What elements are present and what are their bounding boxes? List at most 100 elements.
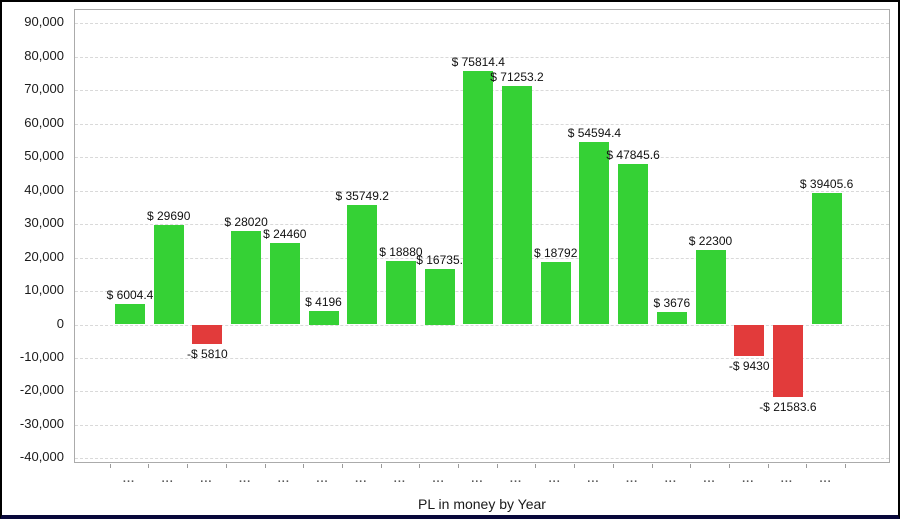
x-axis-label: ... xyxy=(239,473,252,485)
bar xyxy=(115,304,145,325)
x-axis-label: ... xyxy=(355,473,368,485)
plot-area: $ 6004.4 $ 29690 -$ 5810 $ 28020 $ 24460 $ 41… xyxy=(74,9,890,463)
y-axis-tick-label: 40,000 xyxy=(24,181,64,197)
bar-value-label: -$ 21583.6 xyxy=(759,399,817,414)
x-axis-tick xyxy=(574,464,576,468)
gridline xyxy=(75,56,889,58)
bar-value-label: $ 3676 xyxy=(653,296,691,311)
bar-value-label: $ 47845.6 xyxy=(606,148,660,163)
x-axis-label: ... xyxy=(122,473,136,485)
bar xyxy=(231,230,262,325)
bar-value-label: $ 16735. xyxy=(416,252,463,267)
x-axis-label: ... xyxy=(703,473,716,485)
x-axis-tick xyxy=(187,464,189,468)
bar xyxy=(656,312,687,325)
bar-value-label: $ 22300 xyxy=(688,233,733,248)
bar-value-label: $ 29690 xyxy=(146,209,191,224)
x-axis-tick xyxy=(303,464,305,468)
bar xyxy=(192,324,223,344)
x-axis-tick xyxy=(380,464,382,468)
x-axis-tick xyxy=(767,464,769,468)
x-axis-tick xyxy=(535,464,537,468)
bar-value-label: $ 39405.6 xyxy=(799,176,854,191)
bar-value-label: $ 18792 xyxy=(533,245,578,260)
gridline xyxy=(75,458,889,460)
x-axis-tick xyxy=(806,464,808,468)
bar xyxy=(385,261,416,325)
gridline xyxy=(75,358,889,359)
x-axis-tick xyxy=(225,464,227,468)
bar-value-label: -$ 5810 xyxy=(187,346,228,361)
x-axis-label: ... xyxy=(509,473,523,485)
bar xyxy=(695,249,726,325)
x-axis-label: ... xyxy=(471,473,484,485)
bar xyxy=(618,164,649,325)
y-axis-tick-label: 90,000 xyxy=(24,14,64,30)
x-axis-label: ... xyxy=(277,473,290,485)
x-axis-tick xyxy=(728,464,730,468)
x-axis-tick xyxy=(845,464,846,468)
x-axis-label: ... xyxy=(664,473,677,485)
bar-value-label: $ 18880 xyxy=(379,245,423,260)
y-axis-tick-label: 30,000 xyxy=(24,215,64,231)
bar-value-label: $ 35749.2 xyxy=(335,188,389,203)
bar-value-label: $ 54594.4 xyxy=(567,125,622,140)
x-axis-tick xyxy=(148,464,150,468)
x-axis-label: ... xyxy=(393,473,406,485)
x-axis-tick xyxy=(341,464,343,468)
bar xyxy=(347,204,378,325)
bar xyxy=(502,86,532,325)
y-axis-tick-label: 0 xyxy=(56,315,64,331)
y-axis-tick-label: -20,000 xyxy=(19,382,64,398)
y-axis-tick-label: 60,000 xyxy=(24,114,64,130)
x-axis-label: ... xyxy=(200,473,213,485)
x-axis-label: ... xyxy=(316,473,329,485)
x-axis-label: ... xyxy=(548,473,561,485)
y-axis-tick-label: 80,000 xyxy=(24,47,64,63)
y-axis-tick-label: -40,000 xyxy=(19,449,64,465)
chart-title: PL in money by Year xyxy=(418,496,546,512)
y-axis-tick-label: -30,000 xyxy=(19,415,64,431)
bar-value-label: $ 28020 xyxy=(224,214,268,229)
bar xyxy=(772,324,803,397)
bar xyxy=(424,268,455,325)
x-axis-tick xyxy=(419,464,421,468)
x-axis-label: ... xyxy=(742,473,755,485)
bar-value-label: $ 75814.4 xyxy=(451,54,505,69)
x-axis-tick xyxy=(496,464,498,468)
x-axis-label: ... xyxy=(819,473,832,485)
bar xyxy=(308,310,339,325)
bar xyxy=(811,192,842,325)
y-axis-tick-label: 70,000 xyxy=(24,81,64,97)
bar xyxy=(463,70,494,325)
gridline xyxy=(75,424,889,426)
gridline xyxy=(75,324,889,326)
y-axis-tick-label: 10,000 xyxy=(24,282,64,297)
bar xyxy=(734,324,765,357)
x-axis-label: ... xyxy=(161,473,174,485)
x-axis-label: ... xyxy=(626,473,639,485)
x-axis-tick xyxy=(651,464,653,468)
bar xyxy=(269,242,300,325)
bar xyxy=(540,261,571,325)
y-axis-tick-label: 20,000 xyxy=(24,248,64,264)
x-axis-tick xyxy=(109,464,111,468)
x-axis-tick xyxy=(458,464,459,468)
y-axis-tick-label: 50,000 xyxy=(24,148,64,164)
bar xyxy=(153,225,184,325)
bar xyxy=(579,141,610,325)
bar-value-label: $ 4196 xyxy=(305,294,342,309)
bar-value-label: $ 6004.4 xyxy=(106,288,154,303)
y-axis-tick-label: -10,000 xyxy=(19,349,64,364)
bar-value-label: -$ 9430 xyxy=(728,359,770,374)
bar-value-label: $ 24460 xyxy=(263,226,307,241)
gridline xyxy=(75,23,889,25)
x-axis-label: ... xyxy=(432,473,445,485)
x-axis-label: ... xyxy=(780,473,793,485)
bar-value-label: $ 71253.2 xyxy=(490,70,544,85)
x-axis-tick xyxy=(264,464,266,468)
gridline xyxy=(75,391,889,393)
x-axis-tick xyxy=(690,464,692,468)
x-axis-label: ... xyxy=(587,473,600,485)
